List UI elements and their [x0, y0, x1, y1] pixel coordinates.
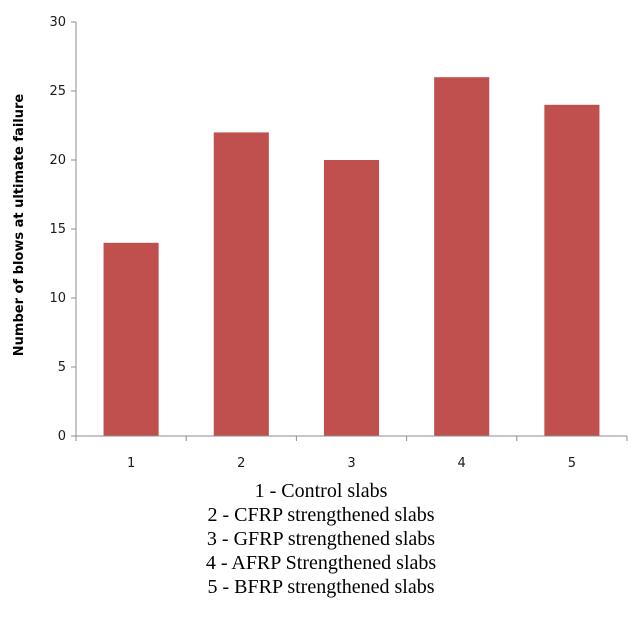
bar-chart: 0 5 10 15 20 25 30 1 2 3 4 5 Number of blows at ul…: [12, 15, 628, 470]
caption-line-1: 1 - Control slabs: [254, 480, 388, 502]
x-axis-ticks: 1 2 3 4 5: [75, 436, 628, 470]
x-tick-label: 3: [347, 456, 355, 470]
y-tick-label: 10: [49, 291, 66, 306]
caption-line-5: 5 - BFRP strengthened slabs: [207, 576, 435, 598]
bar-4: [434, 77, 490, 436]
y-tick-label: 5: [58, 360, 66, 375]
bar-2: [213, 132, 269, 436]
y-tick-label: 15: [49, 222, 66, 237]
caption-line-3: 3 - GFRP strengthened slabs: [206, 528, 436, 550]
y-axis-ticks: 0 5 10 15 20 25 30: [49, 15, 76, 444]
y-tick-label: 0: [58, 429, 66, 444]
category-caption: 1 - Control slabs 2 - CFRP strengthened …: [0, 479, 642, 599]
y-tick-label: 20: [49, 153, 66, 168]
bar-3: [323, 160, 380, 436]
caption-line-4: 4 - AFRP Strengthened slabs: [205, 552, 437, 574]
x-tick-label: 1: [127, 456, 135, 470]
x-tick-label: 5: [568, 456, 576, 470]
y-tick-label: 25: [49, 84, 66, 99]
caption-line-2: 2 - CFRP strengthened slabs: [207, 504, 435, 526]
y-tick-label: 30: [49, 15, 66, 30]
bar-1: [103, 242, 159, 436]
x-tick-label: 4: [458, 456, 466, 470]
bar-5: [544, 104, 600, 437]
y-axis-title: Number of blows at ultimate failure: [12, 94, 27, 357]
x-tick-label: 2: [237, 456, 245, 470]
bars-group: [103, 77, 600, 437]
